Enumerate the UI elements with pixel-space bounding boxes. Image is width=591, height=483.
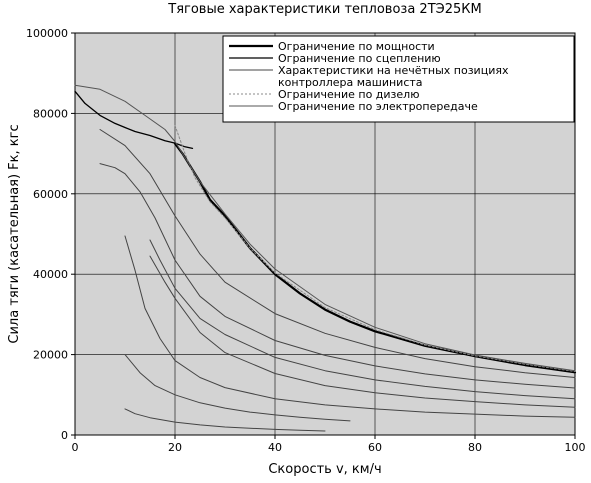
- x-tick-label: 0: [72, 441, 79, 454]
- series-line-diesel: [174, 125, 576, 372]
- series-layer: [74, 84, 577, 432]
- legend-label: Ограничение по мощности: [278, 40, 435, 53]
- series-line-position: [124, 354, 351, 422]
- y-tick-label: 40000: [33, 268, 68, 281]
- x-tick-label: 60: [368, 441, 382, 454]
- y-tick-label: 0: [61, 429, 68, 442]
- series-line-position: [149, 239, 576, 400]
- y-tick-label: 60000: [33, 188, 68, 201]
- y-axis-label: Сила тяги (касательная) Fк, кгс: [7, 124, 22, 343]
- x-axis-label: Скорость v, км/ч: [268, 462, 381, 477]
- axes: 0 20 40 60 80 100 0 20000 40000 60000 80000 100000: [26, 27, 586, 454]
- legend-label: Характеристики на нечётных позициях: [278, 64, 509, 77]
- legend-label: Ограничение по сцеплению: [278, 52, 441, 65]
- legend-label: Ограничение по дизелю: [278, 88, 419, 101]
- series-line-adhesion: [74, 90, 194, 150]
- series-line-position: [149, 255, 576, 408]
- y-tick-label: 20000: [33, 349, 68, 362]
- legend-box: [222, 35, 575, 123]
- series-line-position: [124, 235, 576, 418]
- series-line-position: [99, 129, 576, 378]
- x-tick-label: 80: [468, 441, 482, 454]
- series-line-position: [124, 408, 326, 432]
- x-tick-label: 40: [268, 441, 282, 454]
- series-line-position: [99, 163, 576, 389]
- y-tick-label: 100000: [26, 27, 68, 40]
- x-tick-label: 100: [565, 441, 586, 454]
- series-line-transmission: [74, 84, 576, 372]
- legend-label: Ограничение по электропередаче: [278, 100, 478, 113]
- chart-title: Тяговые характеристики тепловоза 2ТЭ25КМ: [167, 2, 481, 17]
- y-tick-label: 80000: [33, 107, 68, 120]
- x-tick-label: 20: [168, 441, 182, 454]
- legend-label: контроллера машиниста: [278, 76, 423, 89]
